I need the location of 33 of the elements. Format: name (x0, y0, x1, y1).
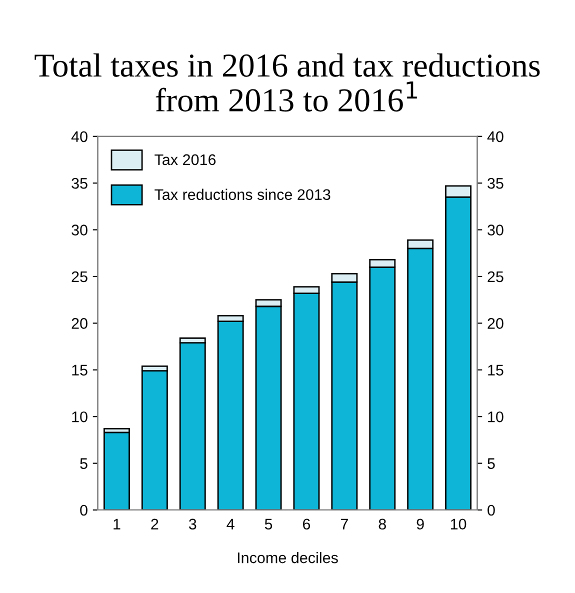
x-tick-label: 2 (151, 518, 158, 530)
legend-label: Tax 2016 (154, 154, 216, 166)
y-tick-label: 15 (72, 364, 88, 376)
y2-tick-label: 0 (488, 504, 495, 516)
y-tick-label: 10 (72, 411, 88, 422)
y2-tick-label: 20 (488, 318, 504, 329)
y-tick-label: 25 (72, 271, 88, 282)
y2-tick-label: 15 (488, 364, 504, 376)
x-axis-title: Income deciles (238, 552, 338, 564)
bar (104, 432, 130, 510)
y2-tick-label: 10 (488, 411, 504, 422)
y-tick-label: 0 (80, 504, 88, 516)
x-tick-label: 9 (416, 518, 424, 530)
y-tick-label: 35 (72, 178, 88, 189)
y2-tick-label: 30 (488, 224, 504, 236)
y-tick-label: 20 (72, 318, 88, 329)
y2-tick-label: 5 (488, 458, 495, 469)
y2-tick-label: 40 (487, 131, 504, 142)
x-tick-label: 8 (378, 518, 386, 530)
x-tick-label: 5 (264, 518, 272, 530)
x-tick-label: 7 (340, 518, 348, 530)
chart-title: Total taxes in 2016 and tax reductions from 2013 to 2016$^{1}$ (34, 53, 540, 112)
x-tick-label: 3 (188, 518, 196, 530)
y-tick-label: 30 (72, 224, 88, 236)
y2-tick-label: 25 (488, 271, 504, 282)
x-tick-label: 6 (303, 518, 310, 530)
x-tick-label: 1 (114, 518, 120, 530)
y-tick-label: 5 (80, 458, 88, 469)
y2-tick-label: 35 (488, 178, 504, 189)
x-tick-label: 4 (226, 518, 234, 530)
legend-label: Tax reductions since 2013 (154, 188, 330, 200)
x-tick-label: 10 (450, 518, 466, 530)
y-tick-label: 40 (71, 131, 88, 142)
